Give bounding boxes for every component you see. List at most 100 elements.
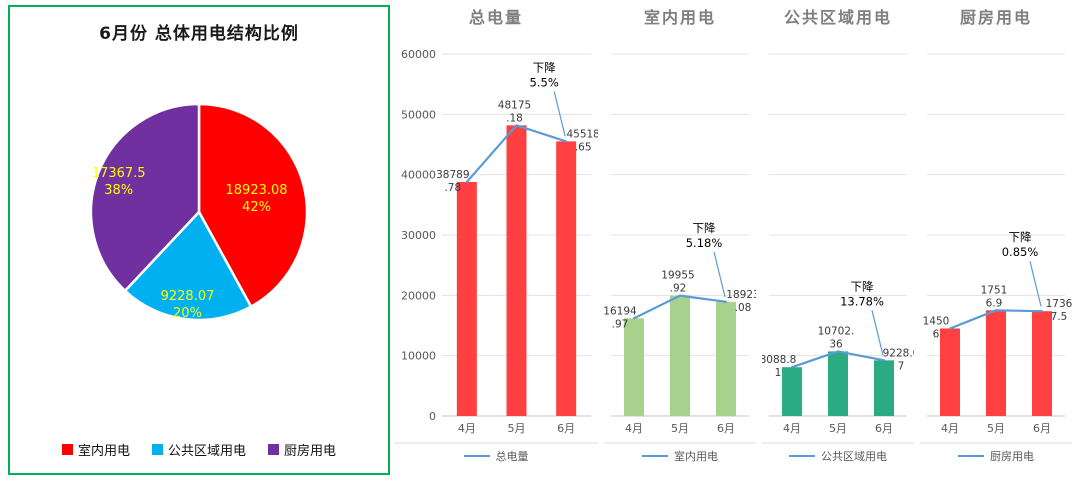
pie-slice xyxy=(197,102,309,309)
x-axis-label: 5月 xyxy=(671,422,689,435)
bar-chart-3: 公共区域用电 4月 5月 6月 8088.81 10702.36 9228.07 下降13.7… xyxy=(762,8,914,464)
bar-data-label: 16194 xyxy=(604,305,637,317)
chart-legend: 总电量 xyxy=(463,448,529,464)
annotation-label: 13.78% xyxy=(840,294,884,308)
bar xyxy=(782,367,802,416)
bar-data-label: .65 xyxy=(575,141,592,153)
bar xyxy=(670,295,690,416)
pie-chart-panel: 6月份 总体用电结构比例 18923.08 42% 9228.07 20% 17367.… xyxy=(8,5,390,475)
annotation-connector xyxy=(713,251,726,297)
chart-legend: 公共区域用电 xyxy=(789,448,887,464)
bar-data-label: 36 xyxy=(829,338,843,350)
pie-slice-label: 9228.07 xyxy=(161,289,215,304)
bar-data-label: 10702. xyxy=(818,325,855,337)
bar-data-label: 45518 xyxy=(566,128,598,140)
chart-legend: 厨房用电 xyxy=(958,448,1034,464)
chart-plot-area: 0 10000 20000 30000 40000 50000 60000 4月 5月 6月 387… xyxy=(394,48,598,444)
x-axis-label: 5月 xyxy=(508,422,526,435)
bar-data-label: 1450 xyxy=(923,315,950,327)
pie-slice-label: 42% xyxy=(242,200,271,215)
legend-line-marker-icon xyxy=(958,455,984,457)
bar-data-label: 8088.8 xyxy=(762,354,796,366)
bar-data-label: 7.5 xyxy=(1051,311,1068,323)
x-axis-label: 6月 xyxy=(875,422,893,435)
legend-line-marker-icon xyxy=(789,455,815,457)
pie-slice xyxy=(89,102,201,293)
legend-label: 室内用电 xyxy=(674,450,718,463)
y-axis-label: 30000 xyxy=(401,229,436,242)
bar xyxy=(874,360,894,416)
annotation-label: 下降 xyxy=(533,60,556,74)
pie-legend-item: 公共区域用电 xyxy=(151,440,246,459)
chart-title: 室内用电 xyxy=(643,8,716,27)
y-axis-label: 40000 xyxy=(401,169,436,182)
x-axis-label: 6月 xyxy=(557,422,575,435)
bar-data-label: .78 xyxy=(444,182,461,194)
annotation-label: 0.85% xyxy=(1002,245,1039,259)
legend-label: 公共区域用电 xyxy=(167,444,246,459)
pie-legend-item: 厨房用电 xyxy=(268,440,336,459)
bar xyxy=(828,351,848,416)
legend-swatch-icon xyxy=(151,444,163,455)
y-axis-label: 20000 xyxy=(401,289,436,302)
x-axis-label: 5月 xyxy=(829,422,847,435)
bar xyxy=(1032,311,1052,416)
bar xyxy=(940,328,960,416)
bar-chart-1: 总电量 0 10000 20000 30000 40000 50000 60000 4月 5月 6月… xyxy=(394,8,598,464)
trend-line xyxy=(465,124,568,184)
bar-chart-2: 室内用电 4月 5月 6月 16194.97 19955.92 18923.08 下降5.18… xyxy=(604,8,756,464)
bar-data-label: 1751 xyxy=(981,284,1008,296)
bar-data-label: 1736 xyxy=(1046,298,1072,310)
annotation-connector xyxy=(871,310,884,356)
bar-data-label: 38789 xyxy=(436,169,469,181)
bar-data-label: 6.9 xyxy=(986,297,1003,309)
annotation-label: 5.18% xyxy=(686,236,723,250)
x-axis-label: 6月 xyxy=(1033,422,1051,435)
annotation-label: 下降 xyxy=(1009,230,1032,244)
x-axis-label: 4月 xyxy=(783,422,801,435)
bar-data-label: 1 xyxy=(775,367,782,379)
legend-label: 室内用电 xyxy=(77,444,130,459)
y-axis-label: 0 xyxy=(429,410,436,423)
bar-data-label: 9228.0 xyxy=(883,347,914,359)
bar xyxy=(716,301,736,416)
chart-title: 公共区域用电 xyxy=(783,8,892,27)
pie-legend-item: 室内用电 xyxy=(61,440,130,459)
pie-chart-title: 6月份 总体用电结构比例 xyxy=(99,24,299,44)
pie-slice-label: 20% xyxy=(173,306,202,321)
legend-swatch-icon xyxy=(268,444,279,455)
legend-line-marker-icon xyxy=(463,455,490,457)
chart-title: 厨房用电 xyxy=(959,8,1032,27)
bar-data-label: .18 xyxy=(506,112,523,124)
x-axis-label: 4月 xyxy=(625,422,643,435)
x-axis-label: 5月 xyxy=(987,422,1005,435)
annotation-label: 下降 xyxy=(693,221,716,235)
trend-line xyxy=(948,309,1044,330)
chart-title: 总电量 xyxy=(468,8,523,27)
bar-charts-row: 总电量 0 10000 20000 30000 40000 50000 60000 4月 5月 6月… xyxy=(394,0,1072,464)
y-axis-label: 50000 xyxy=(401,108,436,121)
bar-data-label: .08 xyxy=(735,302,752,314)
pie-slice-label: 38% xyxy=(104,183,133,198)
bar-data-label: 18923 xyxy=(726,289,756,301)
bar xyxy=(506,125,527,416)
pie-slice xyxy=(123,209,253,322)
x-axis-label: 6月 xyxy=(717,422,735,435)
annotation-label: 5.5% xyxy=(530,75,559,89)
y-axis-label: 60000 xyxy=(401,48,436,61)
bar xyxy=(456,181,477,416)
pie-legend: 室内用电 公共区域用电 厨房用电 xyxy=(10,440,388,459)
legend-line-marker-icon xyxy=(642,455,668,457)
x-axis-label: 4月 xyxy=(458,422,476,435)
bar-chart-4: 厨房用电 4月 5月 6月 1450 6 1751 6.9 1736 7.5 下降 0.85% 厨房用电 xyxy=(920,8,1072,464)
pie-chart-svg: 18923.08 42% 9228.07 20% 17367.5 38% xyxy=(89,102,309,322)
annotation-connector xyxy=(1029,261,1042,307)
trend-line xyxy=(632,294,728,320)
bar xyxy=(556,141,577,416)
pie-chart: 18923.08 42% 9228.07 20% 17367.5 38% xyxy=(10,82,388,342)
annotation-label: 下降 xyxy=(851,279,874,293)
bar-data-label: .97 xyxy=(612,318,629,330)
legend-label: 总电量 xyxy=(495,450,529,463)
